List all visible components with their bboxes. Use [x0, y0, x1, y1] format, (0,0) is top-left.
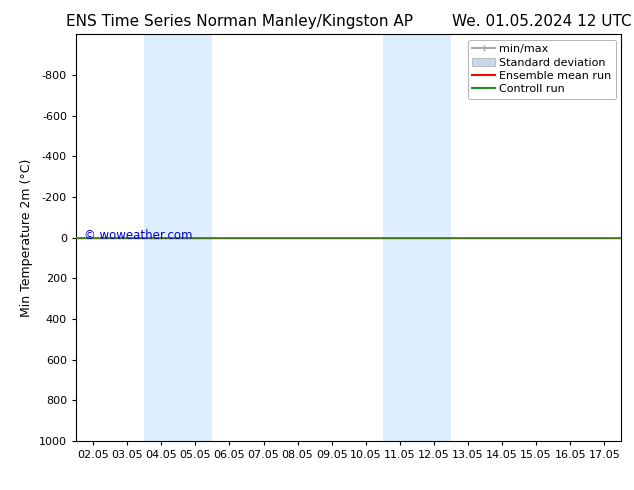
Bar: [144, 34, 212, 441]
Y-axis label: Min Temperature 2m (°C): Min Temperature 2m (°C): [20, 158, 34, 317]
Legend: min/max, Standard deviation, Ensemble mean run, Controll run: min/max, Standard deviation, Ensemble me…: [468, 40, 616, 99]
Title: ENS Time Series Norman Manley/Kingston AP        We. 01.05.2024 12 UTC: ENS Time Series Norman Manley/Kingston A…: [66, 14, 631, 29]
Bar: [383, 34, 451, 441]
Text: © woweather.com: © woweather.com: [84, 229, 193, 242]
